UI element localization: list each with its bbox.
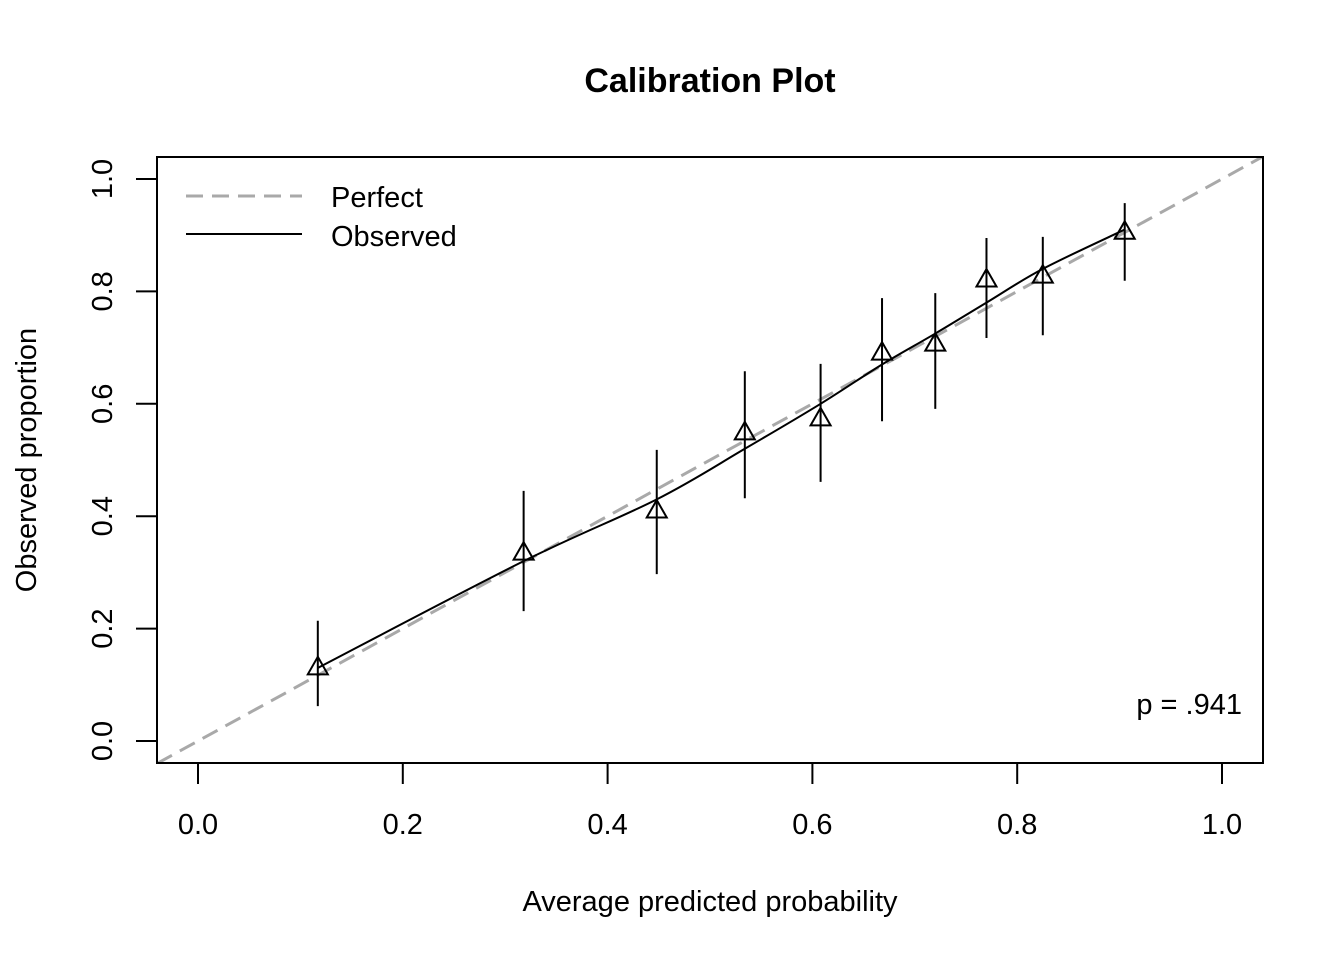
data-point-triangle	[974, 267, 999, 288]
data-point-triangle	[870, 340, 894, 361]
x-tick-label: 0.4	[587, 809, 627, 841]
legend-observed-label: Observed	[331, 221, 457, 253]
y-tick-label: 0.2	[87, 608, 119, 648]
data-point-triangle	[808, 405, 833, 427]
y-tick-label: 0.8	[87, 271, 119, 311]
data-point-triangle	[511, 540, 536, 561]
y-tick-label: 0.6	[87, 384, 119, 424]
y-tick-label: 0.4	[87, 496, 119, 536]
p-value-annotation: p = .941	[1136, 689, 1242, 721]
x-tick-label: 0.6	[792, 809, 832, 841]
x-axis-label: Average predicted probability	[522, 886, 898, 918]
data-point-triangle	[733, 419, 757, 441]
legend: Perfect Observed	[186, 182, 457, 253]
y-axis-label: Observed proportion	[11, 328, 43, 592]
x-tick-label: 0.8	[997, 809, 1037, 841]
plot-area	[158, 158, 1262, 762]
x-tick-label: 0.2	[383, 809, 423, 841]
x-axis: 0.0 0.2 0.4 0.6 0.8 1.0	[178, 762, 1242, 841]
data-point-triangle	[923, 331, 948, 352]
y-axis: 0.0 0.2 0.4 0.6 0.8 1.0	[87, 159, 158, 761]
data-point-triangle	[645, 498, 669, 519]
y-tick-label: 1.0	[87, 159, 119, 199]
data-point-triangle	[1112, 219, 1137, 240]
x-tick-label: 0.0	[178, 809, 218, 841]
chart-title: Calibration Plot	[584, 62, 835, 100]
x-tick-label: 1.0	[1202, 809, 1242, 841]
data-point-triangle	[1031, 263, 1055, 284]
perfect-calibration-line	[158, 158, 1262, 762]
y-tick-label: 0.0	[87, 721, 119, 761]
observed-curve	[317, 228, 1126, 669]
legend-perfect-label: Perfect	[331, 182, 423, 214]
plot-content	[158, 158, 1262, 762]
data-point-triangle	[306, 654, 330, 676]
